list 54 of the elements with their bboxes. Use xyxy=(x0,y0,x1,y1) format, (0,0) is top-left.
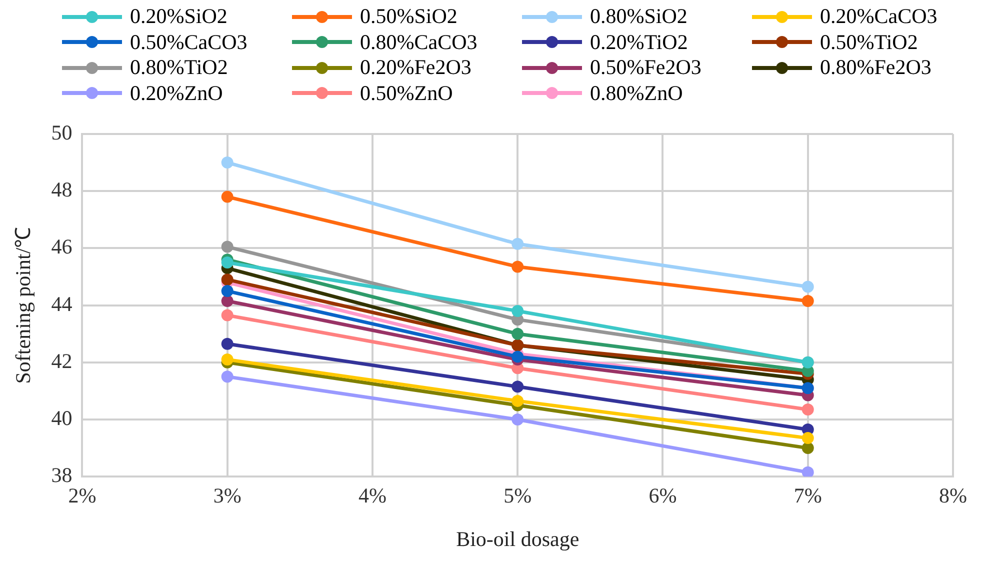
legend-label: 0.50%SiO2 xyxy=(360,4,458,29)
point xyxy=(221,240,234,253)
x-tick-label: 7% xyxy=(794,484,822,508)
point xyxy=(221,295,234,308)
legend-label: 0.80%SiO2 xyxy=(590,4,688,29)
legend-label: 0.80%TiO2 xyxy=(130,55,228,80)
point xyxy=(802,432,814,444)
legend-label: 0.20%TiO2 xyxy=(590,30,688,54)
point xyxy=(221,354,234,366)
point xyxy=(512,380,524,393)
legend-label: 0.50%ZnO xyxy=(360,80,453,106)
x-axis-title: Bio-oil dosage xyxy=(456,526,580,551)
y-axis-title: Softening point/℃ xyxy=(11,226,36,384)
legend-label: 0.50%TiO2 xyxy=(820,30,918,54)
legend-label: 0.20%Fe2O3 xyxy=(360,55,472,80)
legend-label: 0.20%CaCO3 xyxy=(820,4,938,29)
legend-label: 0.80%Fe2O3 xyxy=(820,55,932,80)
legend-label: 0.50%Fe2O3 xyxy=(590,55,702,80)
point xyxy=(221,190,234,203)
point xyxy=(221,256,234,268)
point xyxy=(221,274,234,286)
point xyxy=(221,156,234,169)
point xyxy=(802,404,814,416)
point xyxy=(512,414,524,426)
point xyxy=(512,305,524,318)
point xyxy=(512,394,524,407)
point xyxy=(221,285,234,298)
point xyxy=(512,328,524,340)
x-tick-label: 3% xyxy=(213,484,242,508)
point xyxy=(802,280,814,293)
legend-label: 0.20%SiO2 xyxy=(130,4,228,29)
x-tick-label: 4% xyxy=(358,484,386,508)
legend-label: 0.20%ZnO xyxy=(130,80,223,106)
x-tick-label: 8% xyxy=(939,484,967,508)
y-tick-label: 44 xyxy=(51,292,73,316)
x-tick-label: 5% xyxy=(504,484,532,508)
point xyxy=(221,309,234,322)
x-tick-label: 6% xyxy=(648,484,677,508)
point xyxy=(802,442,814,454)
legend-label: 0.50%CaCO3 xyxy=(130,30,248,54)
y-tick-label: 46 xyxy=(51,234,72,259)
point xyxy=(221,338,234,350)
y-tick-label: 40 xyxy=(51,406,72,430)
legend-label: 0.80%CaCO3 xyxy=(360,30,478,54)
y-tick-label: 50 xyxy=(51,120,72,145)
point xyxy=(802,295,814,308)
y-tick-label: 48 xyxy=(51,178,72,202)
point xyxy=(512,350,524,363)
y-tick-label: 42 xyxy=(51,348,72,373)
point xyxy=(221,370,234,383)
point xyxy=(512,238,524,250)
point xyxy=(802,466,814,477)
legend-label: 0.80%ZnO xyxy=(590,80,683,106)
point xyxy=(512,260,524,273)
